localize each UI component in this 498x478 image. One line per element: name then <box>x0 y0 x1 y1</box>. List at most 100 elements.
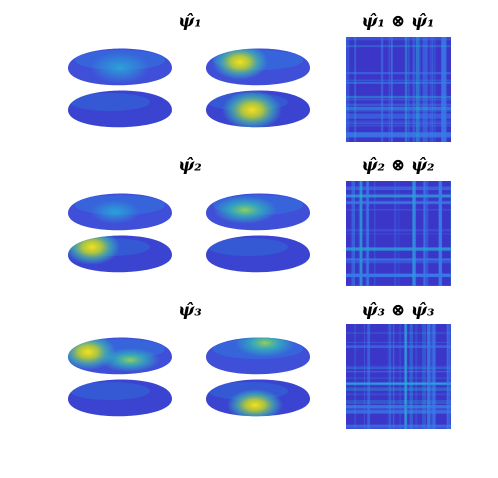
matrix-stripe <box>346 345 451 348</box>
hemisphere <box>206 235 310 273</box>
matrix-stripe <box>346 248 451 251</box>
matrix-stripe <box>346 367 451 369</box>
matrix-stripe <box>346 193 451 196</box>
matrix-stripe <box>427 324 431 429</box>
matrix-stripe <box>346 71 451 75</box>
matrix-stripe <box>415 324 418 429</box>
matrix-stripe <box>351 181 355 286</box>
matrix-stripe <box>346 103 451 106</box>
hotspot <box>227 389 283 417</box>
matrix-stripe <box>358 181 361 286</box>
matrix-stripe <box>399 324 401 429</box>
matrix-stripe <box>425 181 428 286</box>
brain <box>203 337 313 417</box>
matrix-stripe <box>404 37 408 142</box>
activation <box>208 48 303 128</box>
panel-title: ψ̂₁ <box>178 12 201 32</box>
matrix-stripe <box>346 201 451 204</box>
fissure <box>65 87 175 90</box>
matrix-stripe <box>346 186 451 190</box>
outer-product-matrix <box>346 181 451 286</box>
matrix-stripe <box>346 95 451 99</box>
matrix-stripe <box>346 274 451 277</box>
matrix-stripe <box>346 208 451 211</box>
matrix-stripe <box>346 393 451 396</box>
hotspot <box>100 348 160 372</box>
matrix-stripe <box>366 181 369 286</box>
matrix-stripe <box>390 37 393 142</box>
matrix-stripe <box>346 132 451 135</box>
matrix-stripe <box>346 106 451 111</box>
matrix-stripe <box>346 124 451 127</box>
matrix-stripe <box>346 81 451 84</box>
matrix-stripe <box>438 181 441 286</box>
matrix-stripe <box>346 37 451 41</box>
matrix-stripe <box>346 228 451 232</box>
matrix-stripe <box>441 37 446 142</box>
shade <box>70 382 150 400</box>
matrix-stripe <box>346 387 451 391</box>
matrix-stripe <box>346 188 451 190</box>
matrix-stripe <box>346 377 451 379</box>
matrix-stripe <box>422 324 426 429</box>
matrix-stripe <box>424 324 426 429</box>
panel-title: ψ̂₂ <box>178 156 201 176</box>
matrix-stripe <box>432 324 436 429</box>
hotspot <box>213 196 277 224</box>
matrix-stripe <box>354 37 357 142</box>
hotspot <box>222 90 282 128</box>
matrix-stripe <box>346 410 451 414</box>
fissure <box>203 87 313 90</box>
matrix-stripe <box>346 247 451 251</box>
matrix-stripe <box>407 37 410 142</box>
matrix-stripe <box>346 425 451 429</box>
matrix-stripe <box>415 37 420 142</box>
matrix-stripe <box>346 273 451 276</box>
matrix-stripe <box>423 181 426 286</box>
matrix-stripe <box>346 370 451 373</box>
matrix-stripe <box>346 428 451 429</box>
matrix-stripe <box>354 324 356 429</box>
matrix-stripe <box>412 181 416 286</box>
matrix-stripe <box>346 122 451 125</box>
matrix-stripe <box>346 132 451 137</box>
hotspot <box>235 337 295 357</box>
matrix-stripe <box>346 408 451 413</box>
matrix-stripe <box>346 365 451 368</box>
matrix-stripe <box>430 324 435 429</box>
matrix-stripe <box>373 181 376 286</box>
matrix-stripe <box>392 324 395 429</box>
matrix-stripe <box>380 37 384 142</box>
matrix-stripe <box>409 324 413 429</box>
matrix-stripe <box>439 181 442 286</box>
matrix-stripe <box>404 324 407 429</box>
matrix-stripe <box>359 181 363 286</box>
matrix-stripe <box>346 260 451 263</box>
activation <box>208 195 303 256</box>
matrix-stripe <box>442 37 446 142</box>
matrix-stripe <box>346 79 451 82</box>
matrix-stripe <box>367 324 371 429</box>
panel-title: ψ̂₃ <box>178 301 201 321</box>
matrix-stripe <box>426 181 429 286</box>
matrix-stripe <box>393 181 397 286</box>
matrix-stripe <box>447 324 451 429</box>
matrix-stripe <box>412 37 415 142</box>
brain <box>65 48 175 128</box>
matrix-stripe <box>346 405 451 409</box>
fissure <box>203 232 313 235</box>
matrix-stripe <box>346 404 451 409</box>
brain <box>203 48 313 128</box>
matrix-stripe <box>363 324 366 429</box>
matrix-stripe <box>346 135 451 138</box>
matrix-stripe <box>346 341 451 344</box>
matrix-background <box>346 181 451 286</box>
hemisphere <box>68 90 172 128</box>
matrix-stripe <box>438 181 442 286</box>
hotspot <box>90 200 140 224</box>
matrix-stripe <box>387 324 390 429</box>
matrix-stripe <box>346 332 451 334</box>
matrix-stripe <box>398 181 400 286</box>
matrix-stripe <box>444 37 447 142</box>
matrix-stripe <box>422 37 425 142</box>
